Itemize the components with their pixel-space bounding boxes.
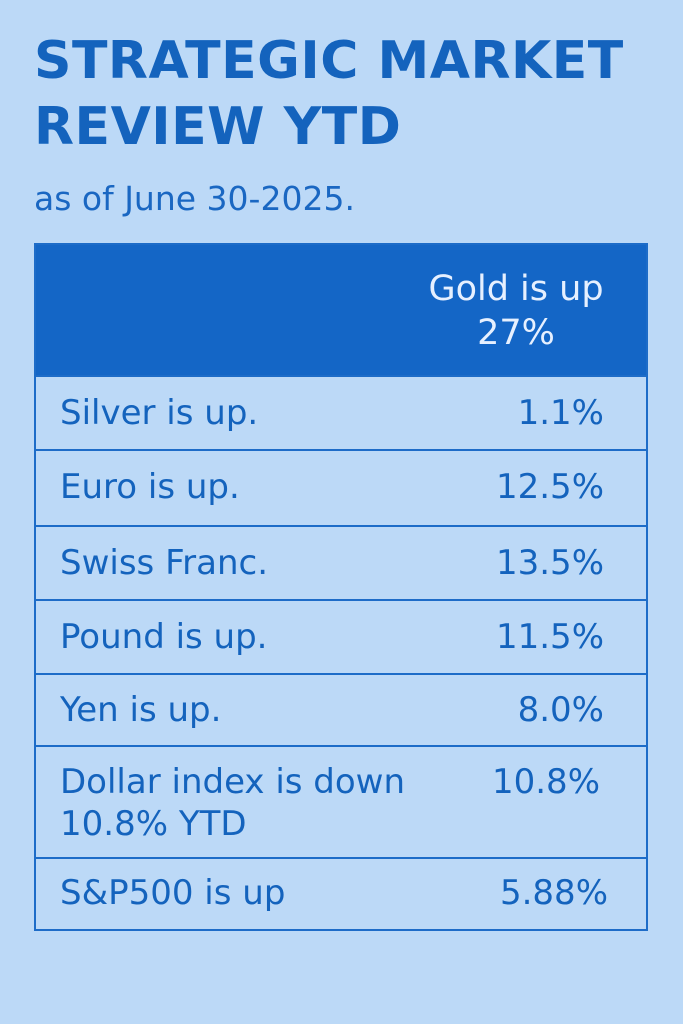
- table-header: Gold is up 27%: [36, 245, 646, 377]
- row-label: Dollar index is down 10.8% YTD: [60, 762, 406, 844]
- table-row-dollar-index: Dollar index is down 10.8% YTD 10.8%: [36, 747, 646, 859]
- row-value: 1.1%: [517, 393, 604, 433]
- header-value-gold: Gold is up 27%: [428, 269, 604, 353]
- row-label: Pound is up.: [60, 617, 268, 657]
- table-row-swiss-franc: Swiss Franc. 13.5%: [36, 527, 646, 601]
- table-row-pound: Pound is up. 11.5%: [36, 601, 646, 675]
- row-value: 11.5%: [495, 617, 604, 657]
- page-title: STRATEGIC MARKET REVIEW YTD: [34, 31, 624, 157]
- row-value: 12.5%: [495, 467, 604, 507]
- table-row-yen: Yen is up. 8.0%: [36, 675, 646, 747]
- row-value: 8.0%: [517, 690, 604, 730]
- market-table: Gold is up 27% Silver is up. 1.1% Euro i…: [34, 243, 648, 931]
- row-value: 13.5%: [495, 543, 604, 583]
- row-value: 10.8%: [491, 762, 600, 802]
- page-subtitle: as of June 30-2025.: [34, 179, 355, 218]
- row-value: 5.88%: [499, 873, 608, 913]
- table-row-euro: Euro is up. 12.5%: [36, 451, 646, 527]
- row-label: Swiss Franc.: [60, 543, 269, 583]
- row-label: Silver is up.: [60, 393, 259, 433]
- table-row-sp500: S&P500 is up 5.88%: [36, 859, 646, 929]
- row-label: S&P500 is up: [60, 873, 286, 913]
- row-label: Yen is up.: [60, 690, 222, 730]
- row-label: Euro is up.: [60, 467, 240, 507]
- table-row-silver: Silver is up. 1.1%: [36, 377, 646, 451]
